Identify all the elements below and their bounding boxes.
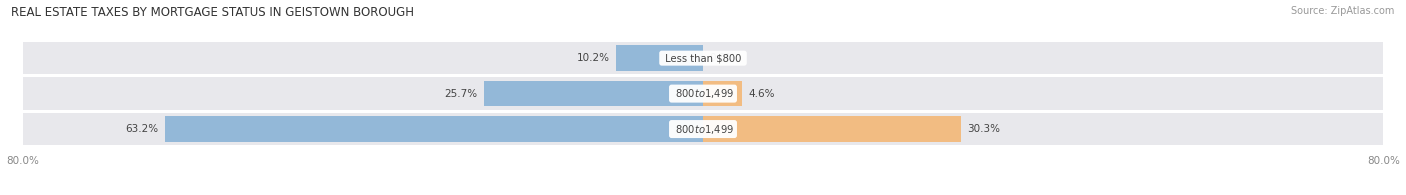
Text: Source: ZipAtlas.com: Source: ZipAtlas.com [1291, 6, 1395, 16]
Text: $800 to $1,499: $800 to $1,499 [672, 87, 734, 100]
Text: 63.2%: 63.2% [125, 124, 159, 134]
Bar [22, 42, 1384, 74]
Text: $800 to $1,499: $800 to $1,499 [672, 122, 734, 136]
Text: 30.3%: 30.3% [967, 124, 1001, 134]
Text: 4.6%: 4.6% [749, 89, 776, 99]
Bar [485, 81, 703, 106]
Text: 0.0%: 0.0% [710, 53, 737, 63]
Bar [22, 77, 1384, 110]
Bar [703, 81, 742, 106]
Text: Less than $800: Less than $800 [662, 53, 744, 63]
Bar [703, 116, 960, 142]
Bar [166, 116, 703, 142]
Text: 25.7%: 25.7% [444, 89, 478, 99]
Text: REAL ESTATE TAXES BY MORTGAGE STATUS IN GEISTOWN BOROUGH: REAL ESTATE TAXES BY MORTGAGE STATUS IN … [11, 6, 415, 19]
Bar [22, 113, 1384, 145]
Bar [616, 45, 703, 71]
Text: 10.2%: 10.2% [576, 53, 609, 63]
